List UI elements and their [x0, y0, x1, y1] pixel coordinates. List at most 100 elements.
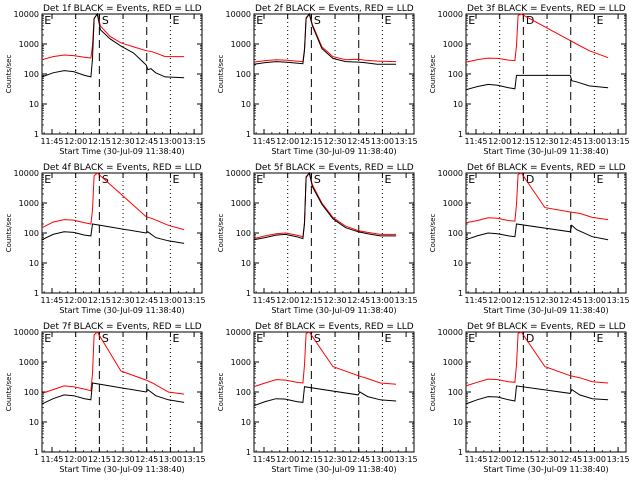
x-tick-label: 12:30 [112, 296, 135, 305]
x-axis-label: Start Time (30-Jul-09 11:38:40) [59, 147, 184, 156]
y-tick-label: 10000 [14, 328, 39, 337]
series-line-lld [465, 331, 609, 387]
y-tick-label: 100 [448, 229, 463, 238]
region-marker: E [596, 332, 603, 345]
y-tick-label: 1000 [443, 358, 463, 367]
series-line-lld [41, 12, 185, 61]
x-tick-label: 12:30 [536, 137, 559, 146]
region-marker: S [102, 14, 109, 27]
y-tick-label: 100 [448, 70, 463, 79]
region-marker: E [384, 173, 391, 186]
chart-panel-5: Det 5f BLACK = Events, RED = LLD 1 10 100 10… [217, 163, 418, 315]
x-tick-label: 12:00 [64, 455, 87, 464]
series-line-lld [253, 12, 397, 63]
plot-frame [253, 172, 415, 294]
y-tick-label: 1000 [231, 358, 251, 367]
y-tick-label: 1000 [19, 358, 39, 367]
x-tick-label: 12:15 [88, 296, 111, 305]
x-tick-label: 13:15 [395, 296, 418, 305]
x-tick-label: 12:15 [300, 455, 323, 464]
x-tick-label: 12:30 [536, 455, 559, 464]
x-axis-label: Start Time (30-Jul-09 11:38:40) [271, 147, 396, 156]
x-tick-label: 12:45 [559, 137, 582, 146]
chart-panel-2: Det 2f BLACK = Events, RED = LLD 1 10 100 10… [217, 4, 418, 156]
x-tick-label: 12:00 [276, 137, 299, 146]
x-tick-label: 13:00 [159, 296, 182, 305]
y-axis-label: Counts/sec [217, 55, 225, 94]
x-tick-label: 11:45 [464, 455, 487, 464]
y-tick-label: 1 [246, 289, 251, 298]
region-marker: E [44, 173, 51, 186]
x-tick-label: 12:00 [488, 137, 511, 146]
y-tick-label: 10 [453, 418, 463, 427]
y-tick-label: 10000 [438, 169, 463, 178]
x-tick-label: 12:00 [64, 137, 87, 146]
y-axis-label: Counts/sec [5, 373, 13, 412]
series-line-lld [465, 13, 609, 63]
x-tick-label: 13:00 [371, 455, 394, 464]
y-tick-label: 10 [453, 100, 463, 109]
x-axis-label: Start Time (30-Jul-09 11:38:40) [483, 147, 608, 156]
chart-title: Det 9f BLACK = Events, RED = LLD [467, 322, 626, 332]
chart-panel-3: Det 3f BLACK = Events, RED = LLD 1 10 100 10… [429, 4, 630, 156]
x-tick-label: 13:00 [583, 455, 606, 464]
x-tick-label: 13:00 [371, 137, 394, 146]
y-tick-label: 1000 [231, 199, 251, 208]
x-tick-label: 12:30 [324, 296, 347, 305]
y-tick-label: 10 [241, 259, 251, 268]
x-tick-label: 12:15 [512, 455, 535, 464]
y-tick-label: 1 [34, 289, 39, 298]
x-tick-label: 12:45 [135, 296, 158, 305]
region-marker: E [596, 14, 603, 27]
y-axis-label: Counts/sec [217, 373, 225, 412]
chart-title: Det 6f BLACK = Events, RED = LLD [467, 163, 626, 173]
chart-panel-8: Det 8f BLACK = Events, RED = LLD 1 10 100 10… [217, 322, 418, 474]
y-tick-label: 10000 [438, 10, 463, 19]
region-marker: E [172, 173, 179, 186]
region-marker: E [468, 14, 475, 27]
y-tick-label: 100 [236, 229, 251, 238]
series-line-lld [465, 172, 609, 224]
x-tick-label: 11:45 [464, 137, 487, 146]
y-tick-label: 100 [24, 388, 39, 397]
series-line-events [41, 12, 185, 79]
x-tick-label: 12:30 [324, 137, 347, 146]
x-tick-label: 13:15 [183, 296, 206, 305]
series-line-lld [253, 171, 397, 240]
chart-panel-4: Det 4f BLACK = Events, RED = LLD 1 10 100 10… [5, 163, 206, 315]
x-tick-label: 11:45 [252, 296, 275, 305]
plot-frame [41, 13, 203, 135]
y-tick-label: 100 [448, 388, 463, 397]
x-tick-label: 11:45 [40, 455, 63, 464]
y-tick-label: 100 [24, 229, 39, 238]
y-tick-label: 1000 [443, 40, 463, 49]
x-tick-label: 11:45 [252, 137, 275, 146]
y-tick-label: 1 [458, 130, 463, 139]
region-marker: D [526, 332, 534, 345]
x-tick-label: 11:45 [252, 455, 275, 464]
x-axis-label: Start Time (30-Jul-09 11:38:40) [59, 465, 184, 474]
x-tick-label: 11:45 [40, 137, 63, 146]
x-tick-label: 13:15 [183, 455, 206, 464]
x-tick-label: 12:30 [112, 455, 135, 464]
plot-frame [41, 331, 203, 453]
y-tick-label: 1000 [19, 40, 39, 49]
x-tick-label: 13:15 [607, 137, 630, 146]
x-tick-label: 12:45 [347, 137, 370, 146]
chart-title: Det 4f BLACK = Events, RED = LLD [43, 163, 202, 173]
chart-panel-1: Det 1f BLACK = Events, RED = LLD 1 10 100 10… [5, 4, 206, 156]
y-tick-label: 100 [236, 70, 251, 79]
x-tick-label: 12:45 [559, 455, 582, 464]
y-tick-label: 10000 [226, 169, 251, 178]
y-tick-label: 10000 [226, 10, 251, 19]
series-line-events [41, 382, 185, 405]
chart-title: Det 3f BLACK = Events, RED = LLD [467, 4, 626, 14]
x-tick-label: 12:15 [512, 296, 535, 305]
y-tick-label: 10000 [14, 10, 39, 19]
chart-title: Det 8f BLACK = Events, RED = LLD [255, 322, 414, 332]
series-line-lld [41, 331, 185, 395]
chart-title: Det 2f BLACK = Events, RED = LLD [255, 4, 414, 14]
x-axis-label: Start Time (30-Jul-09 11:38:40) [59, 306, 184, 315]
x-tick-label: 12:00 [276, 296, 299, 305]
y-tick-label: 1 [246, 130, 251, 139]
